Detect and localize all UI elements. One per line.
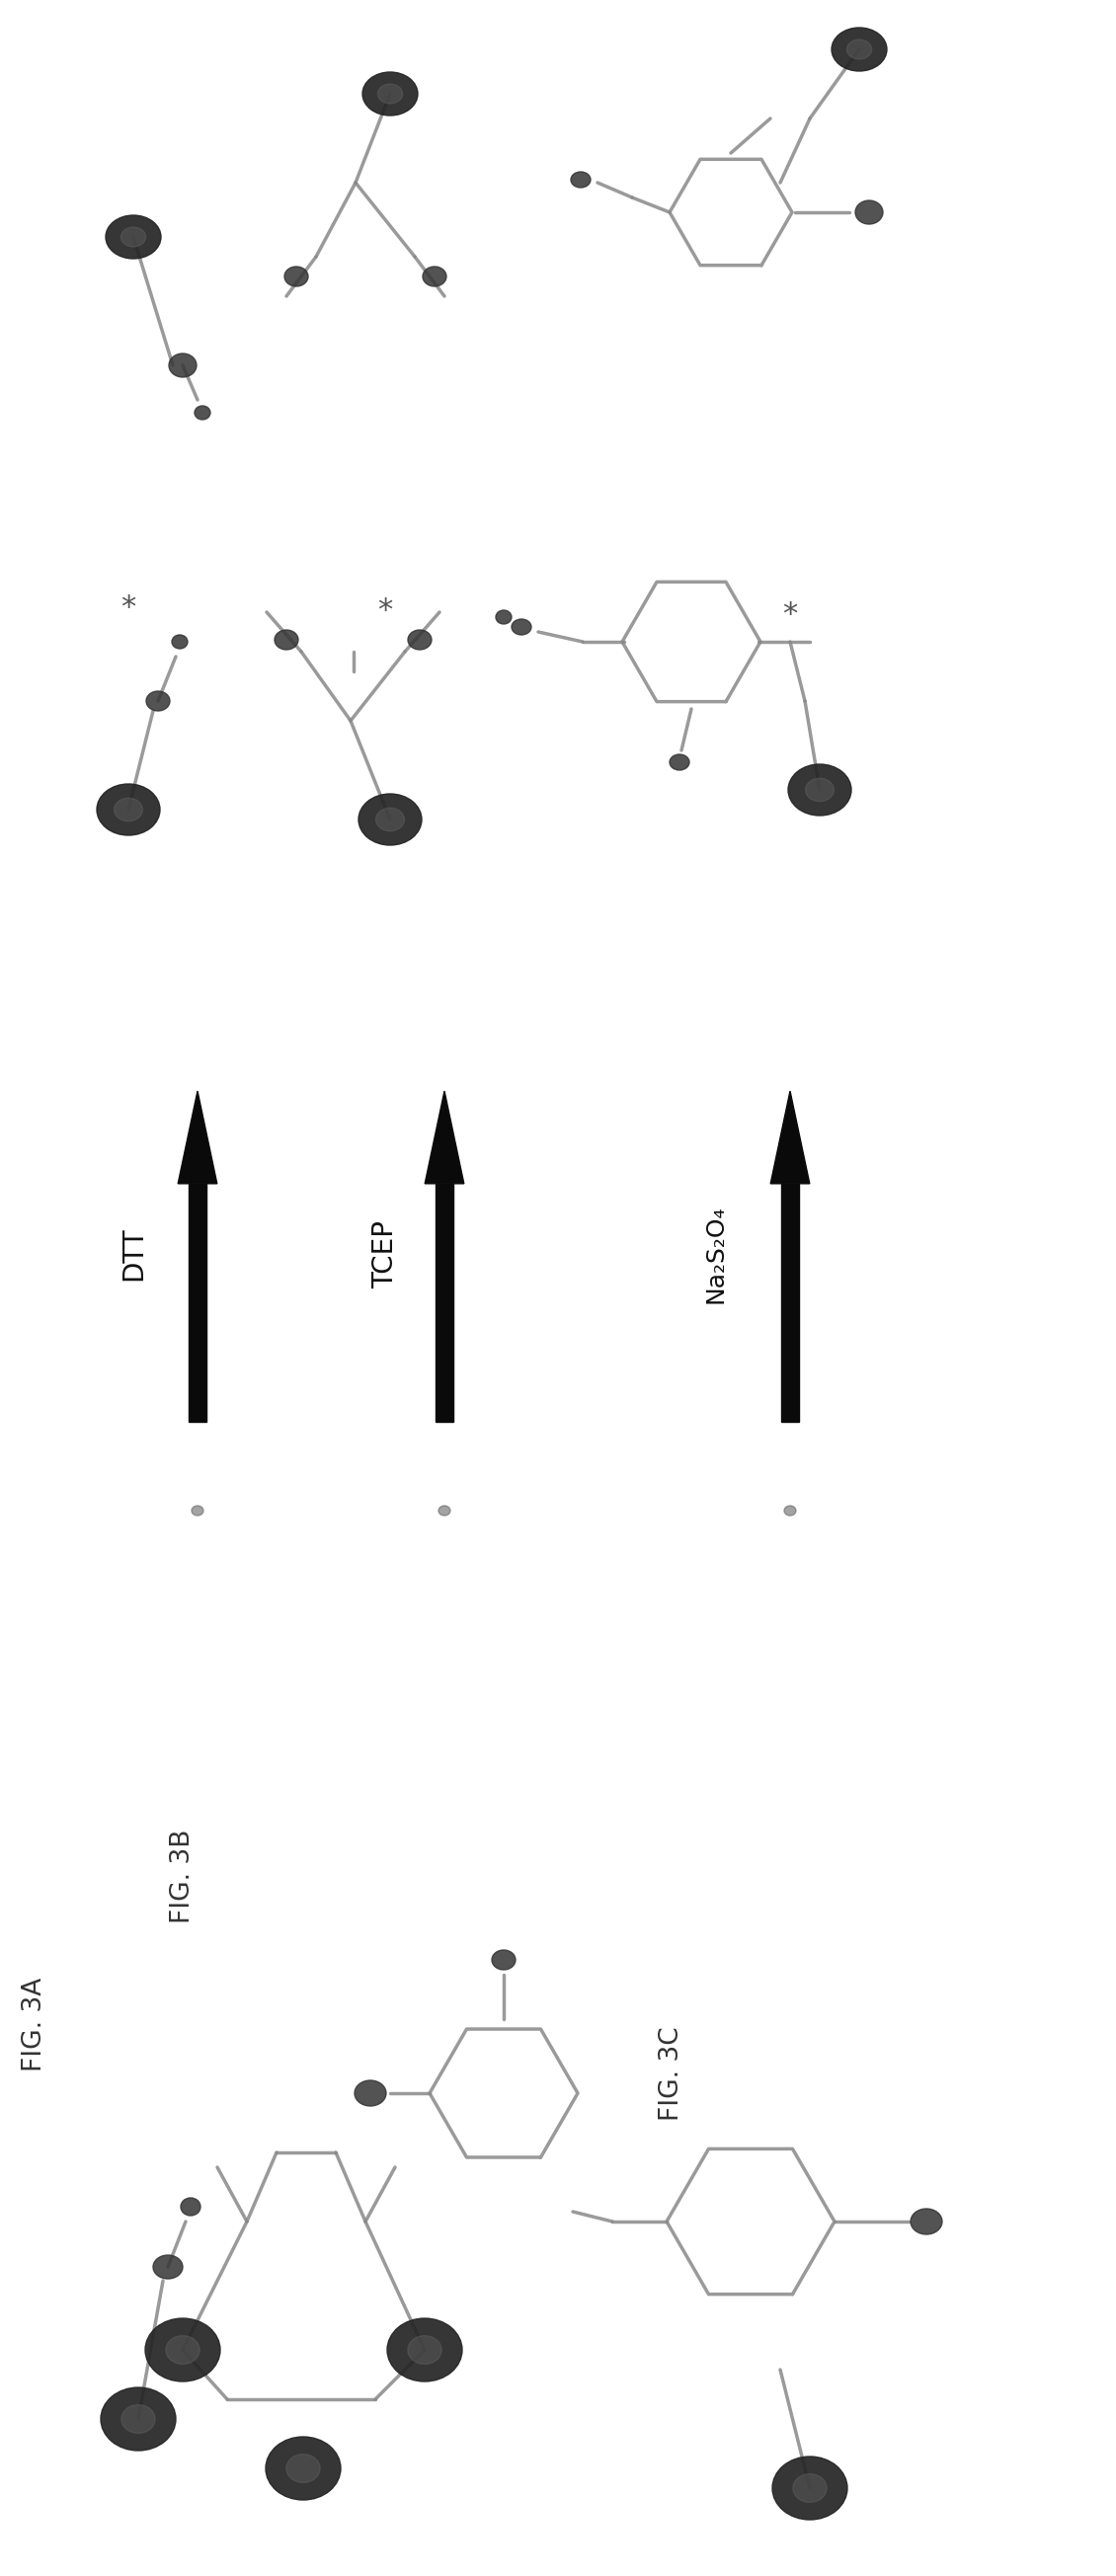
Ellipse shape xyxy=(355,2081,386,2107)
Ellipse shape xyxy=(439,1507,451,1515)
Text: *: * xyxy=(121,592,136,621)
Ellipse shape xyxy=(194,407,210,420)
Ellipse shape xyxy=(511,618,531,634)
Text: TCEP: TCEP xyxy=(372,1221,400,1288)
Ellipse shape xyxy=(114,799,143,822)
Ellipse shape xyxy=(363,72,417,116)
Text: Na₂S₂O₄: Na₂S₂O₄ xyxy=(704,1206,728,1303)
Ellipse shape xyxy=(169,353,196,376)
Ellipse shape xyxy=(275,631,298,649)
Ellipse shape xyxy=(153,2254,183,2280)
Ellipse shape xyxy=(172,634,187,649)
Ellipse shape xyxy=(793,2473,827,2501)
Ellipse shape xyxy=(358,793,422,845)
Ellipse shape xyxy=(285,265,308,286)
Text: *: * xyxy=(377,595,393,623)
Text: FIG. 3C: FIG. 3C xyxy=(658,2027,684,2120)
Polygon shape xyxy=(425,1092,464,1182)
Ellipse shape xyxy=(100,2388,176,2450)
Ellipse shape xyxy=(287,2455,320,2483)
Text: FIG. 3B: FIG. 3B xyxy=(170,1829,195,1924)
Ellipse shape xyxy=(831,28,887,72)
Ellipse shape xyxy=(106,216,161,258)
Ellipse shape xyxy=(492,1950,516,1971)
Ellipse shape xyxy=(911,2208,942,2233)
Ellipse shape xyxy=(122,2406,155,2434)
Polygon shape xyxy=(781,1182,799,1422)
Polygon shape xyxy=(177,1092,218,1182)
Ellipse shape xyxy=(855,201,883,224)
Ellipse shape xyxy=(377,85,403,103)
Ellipse shape xyxy=(376,809,404,832)
Text: DTT: DTT xyxy=(119,1226,147,1280)
Ellipse shape xyxy=(146,690,170,711)
Ellipse shape xyxy=(266,2437,340,2499)
Ellipse shape xyxy=(847,39,872,59)
Polygon shape xyxy=(435,1182,453,1422)
Ellipse shape xyxy=(387,2318,462,2380)
Ellipse shape xyxy=(407,631,432,649)
Ellipse shape xyxy=(496,611,511,623)
Ellipse shape xyxy=(97,783,160,835)
Ellipse shape xyxy=(192,1507,203,1515)
Ellipse shape xyxy=(785,1507,796,1515)
Ellipse shape xyxy=(121,227,146,247)
Ellipse shape xyxy=(166,2336,200,2365)
Ellipse shape xyxy=(181,2197,201,2215)
Polygon shape xyxy=(770,1092,809,1182)
Ellipse shape xyxy=(788,765,852,817)
Ellipse shape xyxy=(145,2318,220,2380)
Text: *: * xyxy=(782,600,798,629)
Polygon shape xyxy=(189,1182,206,1422)
Ellipse shape xyxy=(670,755,690,770)
Ellipse shape xyxy=(571,173,590,188)
Ellipse shape xyxy=(407,2336,442,2365)
Ellipse shape xyxy=(423,265,446,286)
Ellipse shape xyxy=(772,2458,847,2519)
Ellipse shape xyxy=(806,778,834,801)
Text: FIG. 3A: FIG. 3A xyxy=(21,1976,47,2071)
